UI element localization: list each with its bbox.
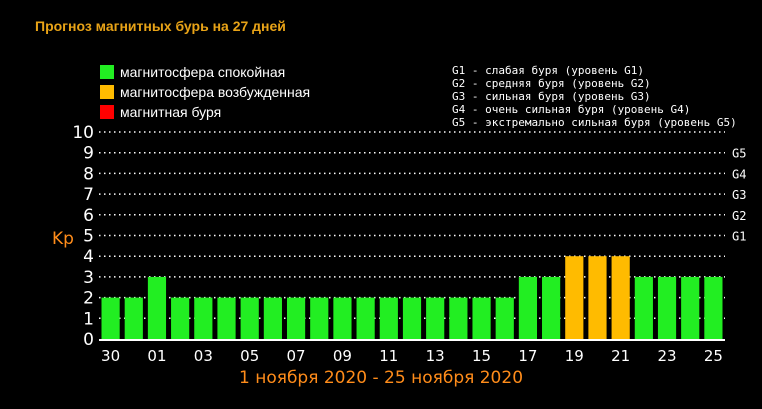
g-legend-item-g5: G5 - экстремально сильная буря (уровень … bbox=[452, 116, 737, 129]
g-level-label-g1: G1 bbox=[732, 230, 746, 244]
legend-storm-swatch bbox=[100, 105, 114, 119]
y-tick-label-9: 9 bbox=[83, 144, 94, 164]
y-tick-label-2: 2 bbox=[83, 289, 94, 309]
bar-06 bbox=[263, 297, 282, 339]
legend-quiet-swatch bbox=[100, 65, 114, 79]
bar-05 bbox=[240, 297, 259, 339]
x-tick-label-03: 03 bbox=[194, 347, 213, 365]
g-legend-item-g2: G2 - средняя буря (уровень G2) bbox=[452, 77, 651, 90]
bar-07 bbox=[286, 297, 306, 339]
x-tick-label-17: 17 bbox=[518, 347, 537, 365]
date-range-label: 1 ноября 2020 - 25 ноября 2020 bbox=[238, 368, 524, 388]
bar-10 bbox=[356, 297, 375, 339]
y-axis-label: Kp bbox=[52, 229, 74, 249]
y-tick-label-7: 7 bbox=[83, 185, 94, 205]
y-tick-label-0: 0 bbox=[83, 330, 94, 350]
legend-storm-label: магнитная буря bbox=[120, 104, 222, 120]
legend-quiet-label: магнитосфера спокойная bbox=[120, 64, 286, 80]
x-tick-label-11: 11 bbox=[379, 347, 398, 365]
g-legend-item-g3: G3 - сильная буря (уровень G3) bbox=[452, 90, 651, 103]
legend-active-swatch bbox=[100, 85, 114, 99]
bar-13 bbox=[426, 297, 445, 339]
bar-12 bbox=[402, 297, 422, 339]
bar-18 bbox=[542, 276, 561, 339]
x-tick-label-15: 15 bbox=[472, 347, 491, 365]
y-tick-label-6: 6 bbox=[83, 206, 94, 226]
x-tick-label-13: 13 bbox=[426, 347, 445, 365]
bar-30 bbox=[101, 297, 120, 339]
bar-25 bbox=[704, 276, 723, 339]
g-level-label-g2: G2 bbox=[732, 209, 746, 223]
bar-04 bbox=[217, 297, 236, 339]
bar-23 bbox=[657, 276, 677, 339]
bar-22 bbox=[634, 276, 653, 339]
bar-11 bbox=[379, 297, 398, 339]
x-tick-label-09: 09 bbox=[333, 347, 352, 365]
bar-24 bbox=[681, 276, 700, 339]
legend-storm: магнитная буря bbox=[100, 104, 221, 120]
legend-quiet: магнитосфера спокойная bbox=[100, 64, 285, 80]
bar-21 bbox=[611, 256, 630, 339]
g-level-label-g3: G3 bbox=[732, 188, 746, 202]
bar-14 bbox=[449, 297, 468, 339]
bar-19 bbox=[565, 256, 584, 339]
bar-15 bbox=[472, 297, 491, 339]
x-tick-label-21: 21 bbox=[611, 347, 630, 365]
y-tick-label-1: 1 bbox=[83, 309, 94, 329]
bar-03 bbox=[194, 297, 213, 339]
y-tick-label-3: 3 bbox=[83, 268, 94, 288]
x-tick-label-01: 01 bbox=[147, 347, 166, 365]
legend-active: магнитосфера возбужденная bbox=[100, 84, 310, 100]
x-tick-label-07: 07 bbox=[287, 347, 306, 365]
x-tick-label-23: 23 bbox=[657, 347, 676, 365]
bar-02 bbox=[171, 297, 190, 339]
x-tick-label-19: 19 bbox=[565, 347, 584, 365]
y-tick-label-4: 4 bbox=[83, 247, 94, 267]
bar-16 bbox=[495, 297, 514, 339]
x-tick-label-30: 30 bbox=[101, 347, 120, 365]
y-tick-label-8: 8 bbox=[83, 164, 94, 184]
g-level-label-g4: G4 bbox=[732, 167, 746, 181]
bar-01 bbox=[147, 276, 167, 339]
y-tick-label-10: 10 bbox=[72, 123, 94, 143]
g-level-legend: G1 - слабая буря (уровень G1) G2 - средн… bbox=[452, 64, 737, 129]
g-legend-item-g1: G1 - слабая буря (уровень G1) bbox=[452, 64, 645, 77]
bar-17 bbox=[518, 276, 538, 339]
y-tick-label-5: 5 bbox=[83, 227, 94, 247]
page-title: Прогноз магнитных бурь на 27 дней bbox=[35, 18, 286, 34]
bar-09 bbox=[333, 297, 352, 339]
bar-08 bbox=[310, 297, 329, 339]
x-tick-label-05: 05 bbox=[240, 347, 259, 365]
legend-active-label: магнитосфера возбужденная bbox=[120, 84, 311, 100]
bar-31 bbox=[124, 297, 143, 339]
x-tick-label-25: 25 bbox=[704, 347, 723, 365]
bar-20 bbox=[588, 256, 607, 339]
g-level-label-g5: G5 bbox=[732, 147, 746, 161]
g-legend-item-g4: G4 - очень сильная буря (уровень G4) bbox=[452, 103, 691, 116]
